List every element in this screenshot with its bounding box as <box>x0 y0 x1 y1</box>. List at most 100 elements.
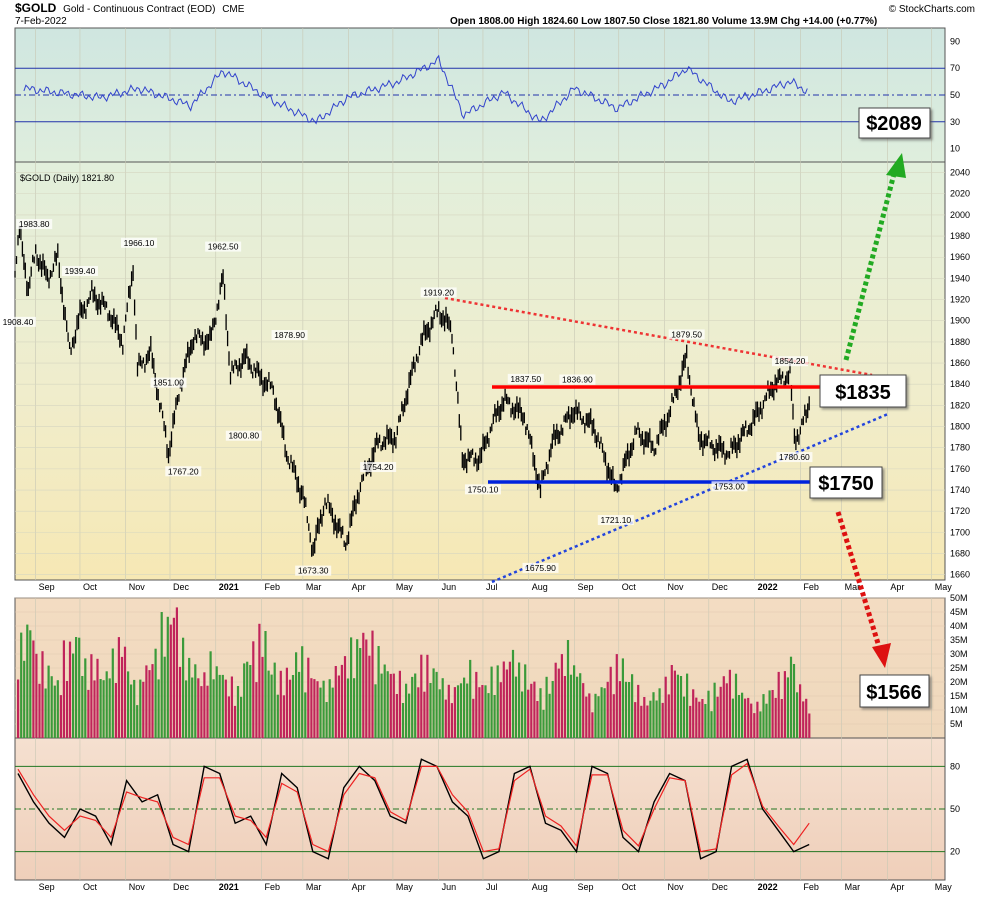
price-annotation: 1675.90 <box>525 563 556 573</box>
price-annotation: 1780.60 <box>779 452 810 462</box>
volume-bar <box>17 679 20 738</box>
volume-y-tick: 15M <box>950 691 968 701</box>
price-y-tick: 1940 <box>950 273 970 283</box>
volume-bar <box>621 658 624 738</box>
callout-1566: $1566 <box>859 674 930 708</box>
x-tick-label: 2022 <box>758 582 778 592</box>
volume-bar <box>805 698 808 738</box>
volume-bar <box>417 687 420 738</box>
volume-y-tick: 20M <box>950 677 968 687</box>
volume-bar <box>600 687 603 738</box>
volume-bar <box>23 660 26 738</box>
volume-bar <box>518 662 521 738</box>
volume-bar <box>490 666 493 738</box>
volume-y-tick: 35M <box>950 635 968 645</box>
volume-bar <box>243 663 246 738</box>
volume-bar <box>628 682 631 738</box>
volume-bar <box>353 678 356 738</box>
volume-bar <box>383 664 386 738</box>
volume-bar <box>643 697 646 738</box>
volume-bar <box>215 666 218 738</box>
volume-bar <box>84 658 87 738</box>
volume-bar <box>319 687 322 738</box>
volume-bar <box>719 686 722 738</box>
x-tick-label: May <box>935 582 953 592</box>
annotation-bg <box>420 287 457 298</box>
price-annotation: 1983.80 <box>19 219 50 229</box>
volume-bar <box>637 684 640 738</box>
volume-bar <box>463 677 466 738</box>
volume-bar <box>777 671 780 738</box>
x-tick-label: Jul <box>486 882 498 892</box>
volume-bar <box>533 681 536 738</box>
volume-bar <box>178 666 182 738</box>
volume-bar <box>233 705 237 738</box>
price-annotation: 1673.30 <box>298 566 329 576</box>
stochastic-layer <box>17 758 810 860</box>
volume-y-tick: 50M <box>950 593 968 603</box>
volume-bar <box>279 670 282 738</box>
volume-bar <box>686 673 689 738</box>
x-tick-label: Aug <box>532 582 548 592</box>
volume-bar <box>291 675 295 738</box>
volume-bar <box>585 696 588 738</box>
price-y-tick: 1880 <box>950 337 970 347</box>
price-annotation: 1939.40 <box>65 266 96 276</box>
price-annotation: 1962.50 <box>208 242 239 252</box>
volume-bar <box>609 666 612 738</box>
volume-bar <box>142 681 145 738</box>
stoch-y-tick: 80 <box>950 761 960 771</box>
volume-bar <box>493 695 496 738</box>
annotation-bg <box>295 565 332 576</box>
volume-bar <box>136 705 139 738</box>
volume-bar <box>554 662 557 738</box>
volume-bar <box>557 668 560 738</box>
x-tick-label: Mar <box>845 882 861 892</box>
x-tick-label: Sep <box>39 582 55 592</box>
volume-bar <box>539 688 542 738</box>
volume-bar <box>50 676 53 738</box>
x-tick-label: Feb <box>265 582 281 592</box>
volume-bar <box>59 695 62 738</box>
volume-bar <box>221 674 224 738</box>
volume-bar <box>145 665 148 738</box>
volume-bar <box>802 701 805 738</box>
volume-bar <box>172 617 175 738</box>
volume-bar <box>78 637 81 738</box>
volume-bar <box>328 679 331 738</box>
x-tick-label: Apr <box>890 882 904 892</box>
header-date: 7-Feb-2022 <box>15 16 67 27</box>
volume-bar <box>87 689 90 738</box>
volume-bar <box>707 690 710 738</box>
x-tick-label: Apr <box>890 582 904 592</box>
stoch-d-line <box>17 762 810 853</box>
x-tick-label: Oct <box>83 882 98 892</box>
x-tick-label: May <box>935 882 953 892</box>
volume-bar <box>511 649 515 738</box>
volume-bar <box>655 700 658 738</box>
volume-bar <box>270 674 273 738</box>
volume-bar <box>331 687 334 738</box>
volume-bar <box>658 688 661 738</box>
volume-bar <box>75 637 78 738</box>
volume-bar <box>496 665 499 738</box>
annotation-bg <box>668 329 705 340</box>
price-annotation: 1919.20 <box>423 287 454 297</box>
volume-bar <box>340 664 343 738</box>
volume-bar <box>438 689 441 738</box>
volume-bar <box>682 696 686 738</box>
price-annotation: 1767.20 <box>168 466 199 476</box>
volume-bar <box>255 682 258 738</box>
price-annotation: 1750.10 <box>468 484 499 494</box>
x-tick-label: Nov <box>668 882 685 892</box>
volume-bar <box>789 656 793 738</box>
callout-1750: $1750 <box>809 466 883 499</box>
volume-bar <box>374 684 377 738</box>
volume-bar <box>649 700 652 738</box>
price-annotation: 1836.90 <box>562 375 593 385</box>
volume-bar <box>99 679 102 738</box>
volume-bar <box>267 670 270 738</box>
volume-bar <box>582 683 585 738</box>
volume-bar <box>420 654 423 738</box>
